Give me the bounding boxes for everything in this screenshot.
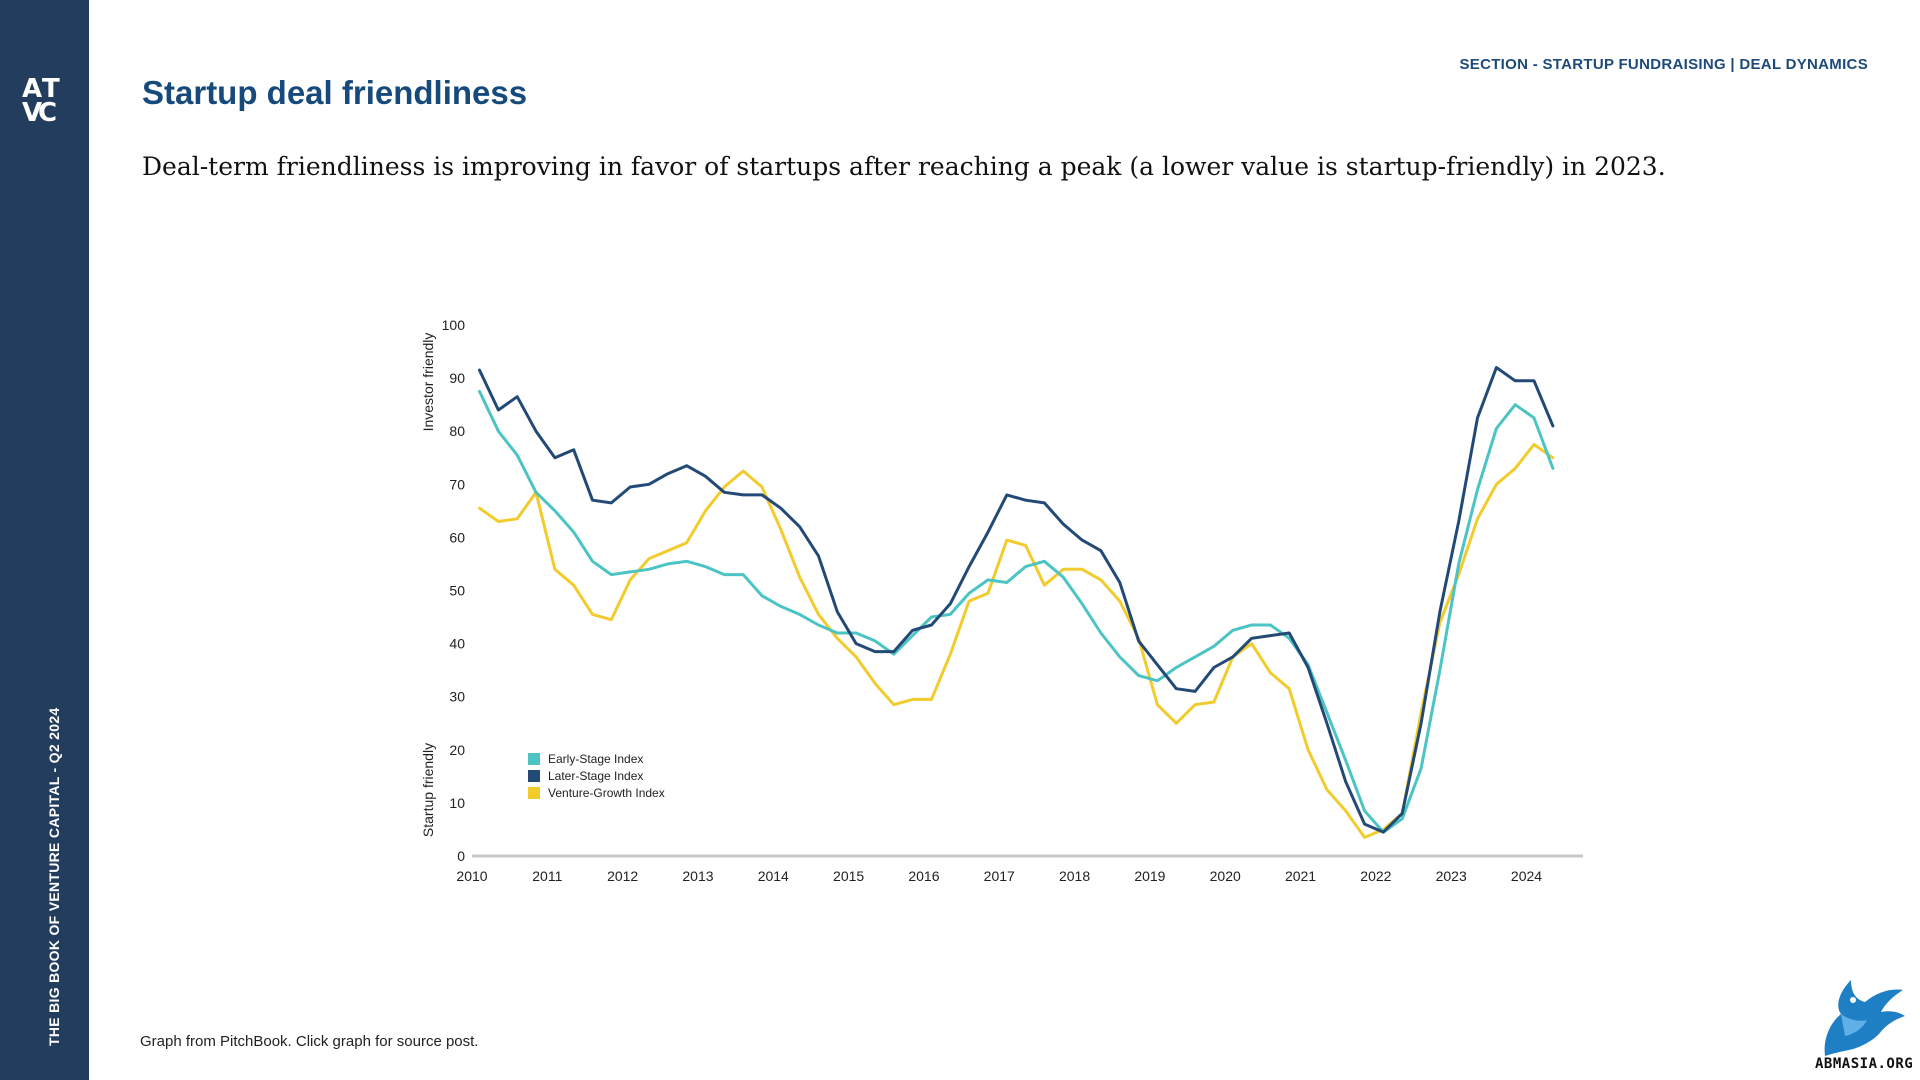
series-line-venture-growth	[478, 443, 1555, 839]
x-tick-label: 2015	[833, 868, 864, 884]
atvc-logo: A T V C	[20, 74, 70, 130]
y-tick-label: 30	[449, 689, 465, 705]
x-tick-label: 2022	[1360, 868, 1391, 884]
y-tick-label: 0	[457, 848, 465, 864]
y-tick-label: 50	[449, 583, 465, 599]
series-line-early-stage	[478, 389, 1555, 834]
series-line-later-stage	[478, 366, 1555, 834]
x-tick-label: 2013	[682, 868, 713, 884]
x-tick-label: 2017	[984, 868, 1015, 884]
y-tick-label: 80	[449, 423, 465, 439]
chart-legend: Early-Stage Index Later-Stage Index Vent…	[528, 752, 665, 800]
legend-label-venture-growth: Venture-Growth Index	[548, 786, 665, 800]
legend-swatch-venture-growth	[528, 787, 540, 799]
chart-svg: 0 10 20 30 40 50 60 70 80 90 100 2010 2011 2012 2013 2…	[420, 317, 1583, 884]
y-tick-label: 10	[449, 795, 465, 811]
logo-letter: V	[22, 98, 43, 128]
logo-letter: T	[42, 74, 60, 104]
x-tick-label: 2018	[1059, 868, 1090, 884]
x-tick-label: 2012	[607, 868, 638, 884]
x-tick-label: 2023	[1436, 868, 1467, 884]
logo-letter: C	[38, 98, 58, 128]
book-title-vertical: THE BIG BOOK OF VENTURE CAPITAL - Q2 202…	[46, 707, 62, 1047]
x-tick-label: 2021	[1285, 868, 1316, 884]
sidebar: A T V C THE BIG BOOK OF VENTURE CAPITAL …	[0, 0, 89, 1080]
logo-letter: A	[22, 74, 43, 104]
legend-label-early-stage: Early-Stage Index	[548, 752, 643, 766]
page-title: Startup deal friendliness	[142, 74, 528, 111]
x-tick-label: 2010	[456, 868, 487, 884]
y-axis-label-top: Investor friendly	[420, 333, 436, 432]
y-tick-label: 20	[449, 742, 465, 758]
legend-swatch-later-stage	[528, 770, 540, 782]
eagle-icon	[1824, 980, 1905, 1056]
x-tick-label: 2011	[532, 868, 562, 884]
legend-swatch-early-stage	[528, 753, 540, 765]
y-tick-label: 90	[449, 370, 465, 386]
page-subtitle: Deal-term friendliness is improving in f…	[142, 152, 1666, 181]
source-note[interactable]: Graph from PitchBook. Click graph for so…	[140, 1033, 479, 1050]
x-tick-label: 2024	[1511, 868, 1542, 884]
y-tick-label: 70	[449, 476, 465, 492]
y-tick-label: 40	[449, 636, 465, 652]
x-tick-label: 2020	[1210, 868, 1241, 884]
y-axis-label-bottom: Startup friendly	[420, 743, 436, 837]
y-tick-label: 100	[442, 317, 466, 333]
x-tick-label: 2019	[1134, 868, 1165, 884]
x-tick-label: 2016	[908, 868, 939, 884]
legend-label-later-stage: Later-Stage Index	[548, 769, 643, 783]
y-tick-label: 60	[449, 529, 465, 545]
watermark: ABMASIA.ORG	[1805, 970, 1920, 1080]
x-tick-label: 2014	[758, 868, 789, 884]
watermark-text: ABMASIA.ORG	[1815, 1056, 1914, 1072]
deal-friendliness-chart[interactable]: 0 10 20 30 40 50 60 70 80 90 100 2010 2011 2012 2013 2…	[400, 300, 1600, 900]
section-label: SECTION - STARTUP FUNDRAISING | DEAL DYN…	[1459, 56, 1868, 73]
